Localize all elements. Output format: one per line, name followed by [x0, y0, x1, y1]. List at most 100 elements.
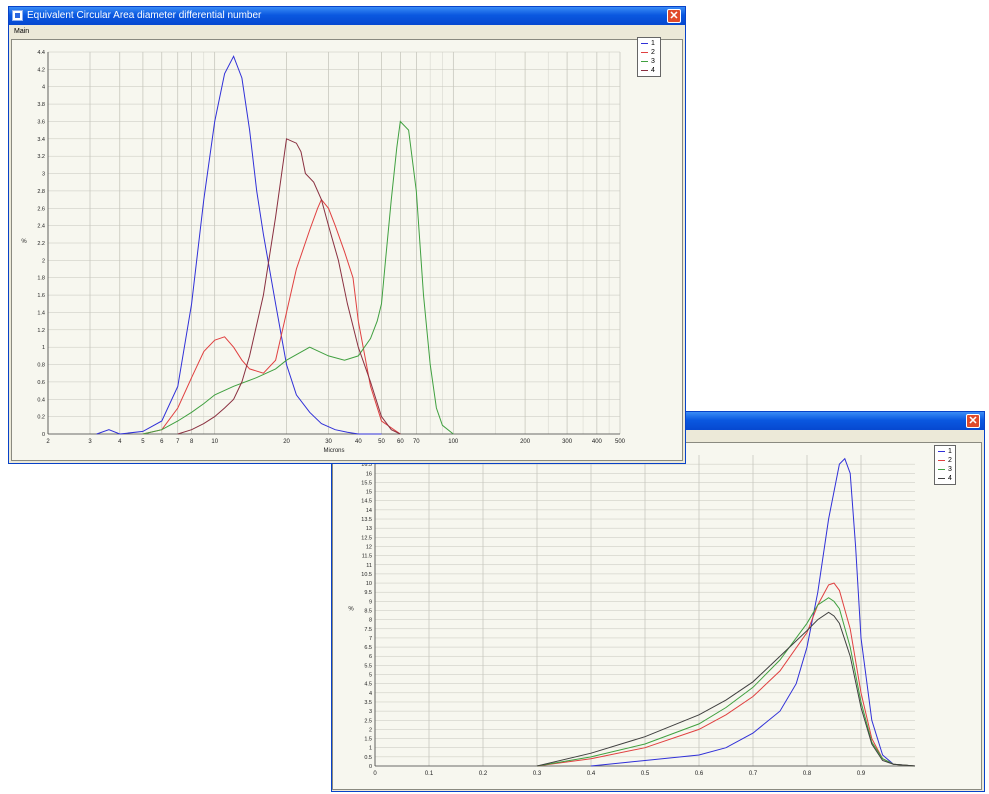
x-tick-label: 200	[520, 439, 531, 445]
y-tick-label: 3.5	[364, 700, 372, 706]
x-tick-label: 0.4	[587, 771, 596, 777]
x-tick-label: 3	[88, 439, 92, 445]
title-bar[interactable]: Equivalent Circular Area diameter differ…	[9, 7, 685, 25]
y-tick-label: 1	[42, 345, 45, 351]
x-tick-label: 5	[141, 439, 145, 445]
y-tick-label: 3	[42, 172, 45, 178]
y-tick-label: 11	[366, 563, 372, 569]
y-tick-label: 2.2	[37, 241, 45, 247]
y-tick-label: 15	[366, 490, 372, 496]
y-tick-label: 4.2	[37, 67, 45, 73]
legend-item: 4	[641, 66, 655, 75]
y-tick-label: 10	[366, 581, 372, 587]
series-line-3	[142, 120, 454, 435]
x-tick-label: 0.7	[749, 771, 758, 777]
y-tick-label: 0.4	[37, 397, 45, 403]
y-tick-label: 13.5	[361, 517, 372, 523]
x-tick-label: 2	[46, 439, 50, 445]
x-tick-label: 0.8	[803, 771, 812, 777]
y-tick-label: 0.5	[364, 755, 372, 761]
x-tick-label: 20	[283, 439, 290, 445]
y-tick-label: 7.5	[364, 627, 372, 633]
y-tick-label: 2.8	[37, 189, 45, 195]
y-tick-label: 1.6	[37, 293, 45, 299]
close-button[interactable]: ✕	[966, 414, 980, 428]
y-tick-label: 4	[369, 691, 372, 697]
x-tick-label: 7	[176, 439, 180, 445]
legend-item: 2	[641, 48, 655, 57]
x-tick-label: 10	[211, 439, 218, 445]
x-tick-label: 6	[160, 439, 164, 445]
x-tick-label: 40	[355, 439, 362, 445]
series-line-1	[96, 55, 382, 435]
y-tick-label: 3.4	[37, 137, 45, 143]
y-tick-label: 9.5	[364, 590, 372, 596]
y-tick-label: 3.6	[37, 119, 45, 125]
y-tick-label: 0	[42, 432, 45, 438]
legend-item: 2	[938, 456, 952, 465]
close-button[interactable]: ✕	[667, 9, 681, 23]
series-line-4	[536, 611, 916, 767]
y-tick-label: 2	[42, 258, 45, 264]
x-tick-label: 4	[118, 439, 122, 445]
y-tick-label: 9	[369, 599, 372, 605]
y-axis-label: %	[21, 239, 27, 245]
y-tick-label: 5.5	[364, 663, 372, 669]
legend-item: 4	[938, 474, 952, 483]
y-tick-label: 4.5	[364, 682, 372, 688]
x-tick-label: 60	[397, 439, 404, 445]
y-tick-label: 8.5	[364, 609, 372, 615]
series-line-3	[536, 597, 916, 767]
y-tick-label: 1	[369, 746, 372, 752]
y-tick-label: 7	[369, 636, 372, 642]
y-axis-label: %	[348, 607, 354, 613]
window-title: Equivalent Circular Area diameter differ…	[27, 10, 262, 21]
x-tick-label: 0.2	[479, 771, 488, 777]
x-tick-label: 0.3	[533, 771, 542, 777]
y-tick-label: 12.5	[361, 535, 372, 541]
y-tick-label: 16.5	[361, 462, 372, 468]
y-tick-label: 1.2	[37, 328, 45, 334]
y-tick-label: 8	[369, 618, 372, 624]
series-line-2	[142, 198, 401, 435]
y-tick-label: 2.6	[37, 206, 45, 212]
window-shape-distribution: ✕ 0 0.1 0.2 0.3 0.4 0.5 0.6 0.7 0.8 0.9 0 0.5 1 1.5 2 2…	[331, 411, 985, 792]
x-tick-label: 100	[448, 439, 459, 445]
x-tick-label: 70	[413, 439, 420, 445]
y-tick-label: 6.5	[364, 645, 372, 651]
y-tick-label: 2.4	[37, 224, 45, 230]
y-tick-label: 3	[369, 709, 372, 715]
y-tick-label: 0.2	[37, 415, 45, 421]
y-tick-label: 3.8	[37, 102, 45, 108]
x-tick-label: 0.1	[425, 771, 434, 777]
x-tick-label: 50	[378, 439, 385, 445]
chart-legend: 1 2 3 4	[637, 37, 661, 77]
y-tick-label: 12	[366, 544, 372, 550]
y-tick-label: 13	[366, 526, 372, 532]
y-tick-label: 0.6	[37, 380, 45, 386]
series-line-4	[177, 138, 401, 435]
legend-item: 1	[938, 447, 952, 456]
x-tick-label: 0.5	[641, 771, 650, 777]
legend-item: 3	[938, 465, 952, 474]
y-tick-label: 1.5	[364, 737, 372, 743]
chart-area-ecad: 2 3 4 5 6 7 8 10 20 30 40 50 60 70 100 200 300 400 500 0 0.2…	[11, 39, 683, 461]
window-ecad-distribution: Equivalent Circular Area diameter differ…	[8, 6, 686, 464]
y-tick-label: 14.5	[361, 499, 372, 505]
x-tick-label: 0	[373, 771, 377, 777]
x-tick-label: 300	[562, 439, 573, 445]
y-tick-label: 0.8	[37, 363, 45, 369]
legend-item: 1	[641, 39, 655, 48]
x-tick-label: 8	[190, 439, 194, 445]
y-tick-label: 0	[369, 764, 372, 770]
y-tick-label: 11.5	[362, 554, 372, 560]
y-tick-label: 10.5	[361, 572, 372, 578]
menu-item-main[interactable]: Main	[14, 28, 30, 35]
chart-shape: 0 0.1 0.2 0.3 0.4 0.5 0.6 0.7 0.8 0.900.511.522.5…	[348, 455, 916, 777]
y-tick-label: 1.4	[37, 310, 45, 316]
chart-legend: 1 2 3 4	[934, 445, 956, 485]
y-tick-label: 2.5	[364, 718, 372, 724]
app-icon	[12, 10, 23, 21]
y-tick-label: 4	[42, 85, 45, 91]
chart-area-shape: 0 0.1 0.2 0.3 0.4 0.5 0.6 0.7 0.8 0.9 0 0.5 1 1.5 2 2.5…	[332, 442, 982, 790]
